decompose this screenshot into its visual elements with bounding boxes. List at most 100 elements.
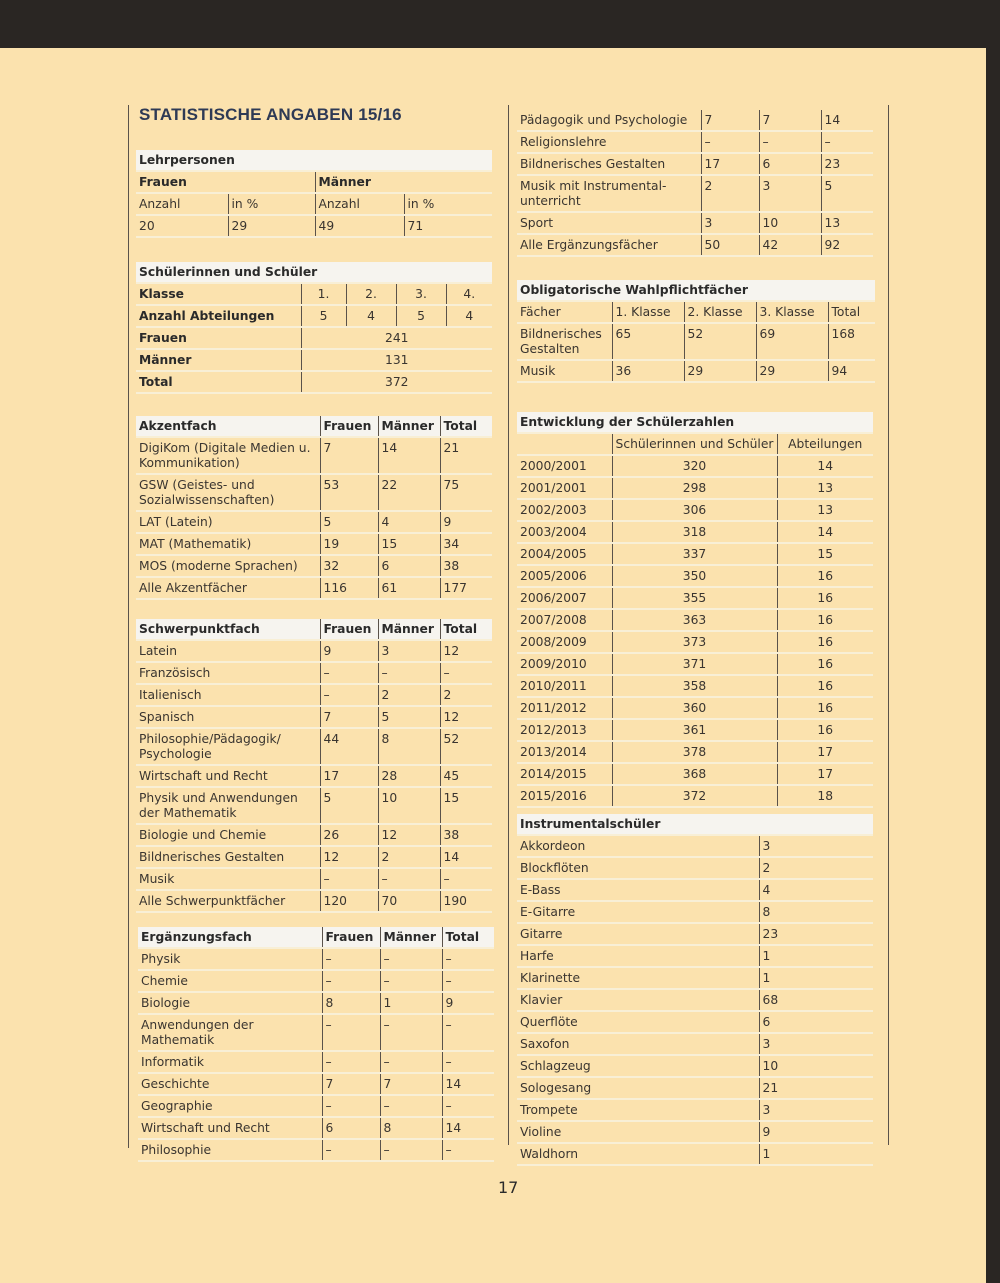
- table-row: 2002/2003 306 13: [517, 499, 873, 522]
- row-label: Pädagogik und Psychologie: [517, 110, 701, 132]
- row-label: 2011/2012: [517, 697, 612, 720]
- value-cell: –: [377, 662, 440, 685]
- row-label: 2012/2013: [517, 719, 612, 742]
- row-label: Informatik: [138, 1051, 322, 1074]
- value-cell: 2: [377, 684, 440, 707]
- value-cell: 5: [820, 175, 873, 213]
- table-row: 2013/2014 378 17: [517, 741, 873, 764]
- value-cell: 70: [377, 890, 440, 913]
- value-cell: 44: [319, 728, 378, 766]
- ergaenzungsfach-table-continued: Pädagogik und Psychologie 7 7 14 Religionsle…: [517, 110, 873, 257]
- table-row: 2012/2013 361 16: [517, 719, 873, 742]
- entwicklung-table: Entwicklung der Schülerzahlen Schülerinne…: [517, 412, 873, 808]
- column-header: [517, 433, 612, 456]
- value-cell: –: [758, 131, 821, 154]
- schwerpunktfach-table: Schwerpunktfach Frauen Männer Total Latein 9 3…: [136, 619, 492, 913]
- table-row: Biologie 8 1 9: [138, 992, 494, 1015]
- row-label: Klavier: [517, 989, 759, 1012]
- table-row: Bildnerisches Gestalten 17 6 23: [517, 153, 873, 176]
- row-label: Anzahl Abteilungen: [136, 305, 301, 328]
- value-cell: 2: [758, 857, 874, 880]
- value-cell: 28: [377, 765, 440, 788]
- value-cell: 34: [439, 533, 492, 556]
- value-cell: 21: [758, 1077, 874, 1100]
- value-cell: 3: [758, 835, 874, 858]
- value-cell: 168: [827, 323, 876, 361]
- row-label: Bildnerisches Gestalten: [517, 153, 701, 176]
- table-title-row: Obligatorische Wahlpflichtfächer: [517, 280, 876, 302]
- subheader: in %: [227, 193, 315, 216]
- group-header-maenner: Männer: [314, 171, 493, 194]
- value-cell: 16: [776, 609, 873, 632]
- table-row: Alle Akzentfächer 116 61 177: [136, 577, 492, 600]
- subheader: Anzahl: [314, 193, 404, 216]
- value-cell: 53: [319, 474, 378, 512]
- value-cell: 42: [758, 234, 821, 257]
- value-cell: 7: [321, 1073, 380, 1096]
- value-cell: 17: [776, 741, 873, 764]
- value-cell: 36: [611, 360, 684, 383]
- value-cell: 8: [377, 728, 440, 766]
- table-row: Musik 36 29 29 94: [517, 360, 876, 383]
- column-header: Ergänzungsfach: [138, 927, 322, 949]
- table-row: Philosophie – – –: [138, 1139, 494, 1162]
- table-row: Wirtschaft und Recht 6 8 14: [138, 1117, 494, 1140]
- row-label: 2009/2010: [517, 653, 612, 676]
- value-cell: 371: [611, 653, 777, 676]
- table-title: Schülerinnen und Schüler: [136, 262, 493, 284]
- table-row: Philosophie/Pädagogik/ Psychologie 44 8 52: [136, 728, 492, 766]
- value-cell: –: [379, 970, 442, 993]
- row-label: E-Gitarre: [517, 901, 759, 924]
- value-cell: 16: [776, 675, 873, 698]
- row-label: Geographie: [138, 1095, 322, 1118]
- row-label: Wirtschaft und Recht: [136, 765, 320, 788]
- row-label: Bildnerisches Gestalten: [136, 846, 320, 869]
- value-cell: 17: [700, 153, 759, 176]
- value-cell: 16: [776, 697, 873, 720]
- value-cell: 10: [377, 787, 440, 825]
- value-cell: 318: [611, 521, 777, 544]
- value-cell: 9: [439, 511, 492, 534]
- column-header: Männer: [377, 619, 440, 641]
- row-label: 2008/2009: [517, 631, 612, 654]
- value-cell: 29: [683, 360, 756, 383]
- table-title-row: Instrumentalschüler: [517, 814, 874, 836]
- row-label: Frauen: [136, 327, 301, 350]
- row-label: Klarinette: [517, 967, 759, 990]
- value-cell: 350: [611, 565, 777, 588]
- value-cell: –: [441, 1095, 494, 1118]
- value-cell: 116: [319, 577, 378, 600]
- value-cell: –: [321, 1139, 380, 1162]
- row-label: Musik: [136, 868, 320, 891]
- row-label: Philosophie/Pädagogik/ Psychologie: [136, 728, 320, 766]
- value-cell: 5: [319, 511, 378, 534]
- value-cell: 20: [136, 215, 228, 238]
- klasse-cell: 1.: [300, 283, 346, 306]
- value-cell: 3: [758, 1033, 874, 1056]
- row-label: Physik und Anwendungen der Mathematik: [136, 787, 320, 825]
- table-row: 2001/2001 298 13: [517, 477, 873, 500]
- value-cell: 363: [611, 609, 777, 632]
- value-cell: 2: [700, 175, 759, 213]
- klasse-cell: 2.: [345, 283, 396, 306]
- row-label: Harfe: [517, 945, 759, 968]
- table-row: Blockflöten 2: [517, 857, 874, 880]
- row-label: Alle Ergänzungsfächer: [517, 234, 701, 257]
- value-cell: 12: [319, 846, 378, 869]
- table-title: Lehrpersonen: [136, 150, 493, 172]
- row-label: DigiKom (Digitale Medien u. Kommunikatio…: [136, 437, 320, 475]
- value-cell: 337: [611, 543, 777, 566]
- table-row: Biologie und Chemie 26 12 38: [136, 824, 492, 847]
- table-row: Latein 9 3 12: [136, 640, 492, 663]
- value-cell: 71: [403, 215, 493, 238]
- value-cell: 3: [377, 640, 440, 663]
- row-label: Alle Schwerpunktfächer: [136, 890, 320, 913]
- table-row: Musik – – –: [136, 868, 492, 891]
- value-cell: 7: [319, 706, 378, 729]
- left-margin-rule: [128, 105, 129, 1148]
- row-label: Klasse: [136, 283, 301, 306]
- value-cell: 6: [377, 555, 440, 578]
- value-cell: 6: [758, 1011, 874, 1034]
- row-label: Akkordeon: [517, 835, 759, 858]
- abteilungen-cell: 5: [395, 305, 446, 328]
